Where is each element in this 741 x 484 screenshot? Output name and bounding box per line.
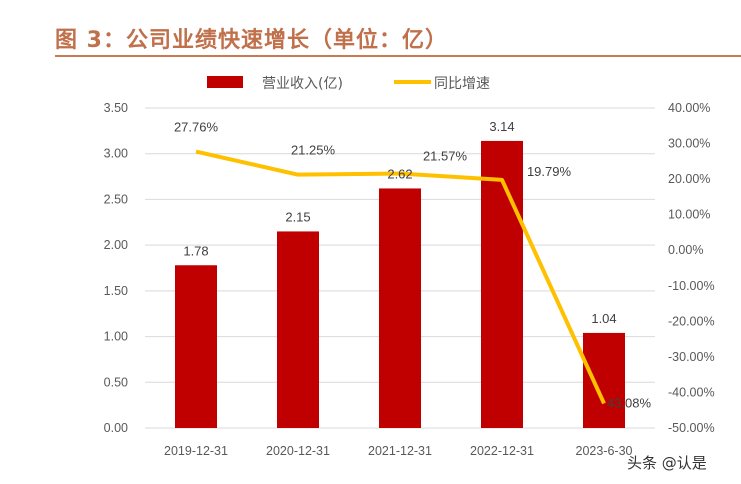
legend-swatch-bar [207,76,243,88]
growth-value-label: 43.08% [607,395,652,410]
x-tick-label: 2020-12-31 [266,444,330,458]
bar [379,188,421,428]
y-right-tick-label: -30.00% [668,350,715,364]
legend: 营业收入(亿) 同比增速 [207,76,490,92]
x-tick-label: 2019-12-31 [164,444,228,458]
y-right-tick-label: 40.00% [668,101,710,115]
watermark: 头条 @认是 [627,454,707,472]
legend-label-line: 同比增速 [434,76,490,92]
y-right-tick-label: -20.00% [668,314,715,328]
y-right-tick-label: -10.00% [668,279,715,293]
y-right-tick-label: 30.00% [668,137,710,151]
growth-value-label: 19.79% [527,164,572,179]
y-right-tick-label: 20.00% [668,172,710,186]
bar-value-label: 2.15 [285,209,310,224]
y-left-tick-label: 1.00 [104,330,128,344]
y-left-tick-label: 0.50 [104,375,128,389]
bar-value-label: 2.62 [387,166,412,181]
y-left-tick-label: 2.50 [104,192,128,206]
y-right-tick-label: -50.00% [668,421,715,435]
y-left-tick-label: 1.50 [104,284,128,298]
title-underline [55,55,741,57]
bar [481,140,523,428]
x-tick-label: 2023-6-30 [576,444,633,458]
growth-value-label: 21.57% [423,149,468,164]
bar [583,332,625,428]
growth-value-label: 27.76% [174,120,219,135]
growth-value-label: 21.25% [291,143,336,158]
bar [175,265,217,428]
legend-label-bar: 营业收入(亿) [262,76,343,92]
figure-title: 图 3：公司业绩快速增长（单位：亿） [55,28,448,53]
y-right-tick-label: -40.00% [668,385,715,399]
x-tick-label: 2021-12-31 [368,444,432,458]
y-right-tick-label: 10.00% [668,208,710,222]
y-right-tick-label: 0.00% [668,243,703,257]
bar-value-label: 3.14 [489,119,514,134]
y-left-tick-label: 2.00 [104,238,128,252]
y-left-tick-label: 3.50 [104,101,128,115]
bar-value-label: 1.78 [183,243,208,258]
bar-value-label: 1.04 [591,311,616,326]
bar [277,231,319,428]
y-left-tick-label: 0.00 [104,421,128,435]
x-tick-label: 2022-12-31 [470,444,534,458]
y-left-tick-label: 3.00 [104,147,128,161]
